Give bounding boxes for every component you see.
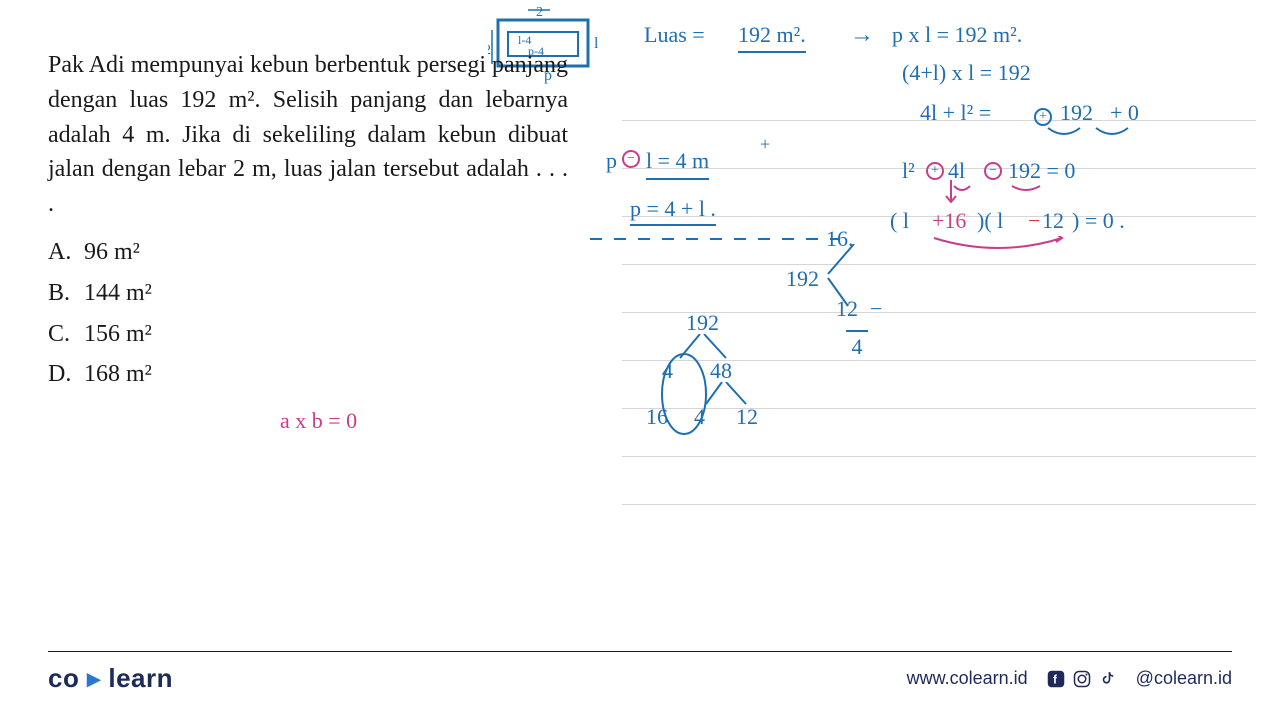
pink-down-arrow-icon bbox=[944, 180, 958, 210]
option-value: 144 m² bbox=[84, 273, 152, 314]
option-value: 156 m² bbox=[84, 314, 152, 355]
colearn-logo: co ▸ learn bbox=[48, 663, 173, 694]
social-icons: f bbox=[1046, 669, 1118, 689]
logo-learn: learn bbox=[108, 663, 173, 693]
option-letter: B. bbox=[48, 273, 84, 314]
pink-arc-icon bbox=[928, 236, 1078, 254]
oval-around-4s bbox=[654, 352, 716, 438]
diagram-l-label: l bbox=[594, 35, 599, 52]
work-area: Luas = 192 m². → p x l = 192 m². (4+l) x… bbox=[620, 0, 1280, 500]
options-list: A. 96 m² B. 144 m² C. 156 m² D. 168 m² bbox=[48, 232, 568, 395]
plus-above: + bbox=[760, 134, 770, 155]
substitution-2-plus0: + 0 bbox=[1110, 100, 1139, 126]
p-equals: p = 4 + l . bbox=[630, 196, 716, 226]
logo-co: co bbox=[48, 663, 79, 693]
option-value: 96 m² bbox=[84, 232, 140, 273]
option-letter: A. bbox=[48, 232, 84, 273]
option-value: 168 m² bbox=[84, 354, 152, 395]
factor-minus: − bbox=[1028, 208, 1040, 234]
substitution-2: 4l + l² = bbox=[920, 100, 991, 126]
problem-text: Pak Adi mempunyai kebun berbentuk perseg… bbox=[48, 48, 568, 222]
factor-close: ) = 0 . bbox=[1072, 208, 1125, 234]
instagram-icon bbox=[1072, 669, 1092, 689]
facebook-icon: f bbox=[1046, 669, 1066, 689]
factor-12: 12 bbox=[1042, 208, 1064, 234]
tree-192: 192 bbox=[686, 310, 719, 336]
option-d: D. 168 m² bbox=[48, 354, 568, 395]
option-a: A. 96 m² bbox=[48, 232, 568, 273]
footer-handle: @colearn.id bbox=[1136, 668, 1232, 689]
pink-note: a x b = 0 bbox=[280, 408, 357, 434]
logo-dot-icon: ▸ bbox=[79, 663, 108, 693]
arrow-icon: → bbox=[850, 22, 874, 49]
diagram-gap-2b: 2 bbox=[536, 6, 543, 20]
pink-ticks bbox=[948, 184, 1088, 196]
factor-open: ( l bbox=[890, 208, 909, 234]
tiktok-icon bbox=[1098, 669, 1118, 689]
circled-minus-icon: − bbox=[984, 162, 1002, 180]
branch-4: 4 bbox=[846, 330, 868, 360]
circled-minus-icon: − bbox=[622, 150, 640, 168]
option-c: C. 156 m² bbox=[48, 314, 568, 355]
branch-minus: − bbox=[870, 296, 882, 322]
footer-divider bbox=[48, 651, 1232, 652]
problem-block: Pak Adi mempunyai kebun berbentuk perseg… bbox=[48, 48, 568, 395]
substitution-2-rhs: 192 bbox=[1060, 100, 1093, 126]
dashed-divider bbox=[590, 234, 840, 244]
factor-mid: )( l bbox=[977, 208, 1003, 234]
branch-192: 192 bbox=[786, 266, 819, 292]
swap-arrows-icon bbox=[1044, 124, 1144, 142]
option-letter: C. bbox=[48, 314, 84, 355]
p-label: p bbox=[606, 148, 617, 174]
substitution-1: (4+l) x l = 192 bbox=[902, 60, 1031, 86]
footer-right: www.colearn.id f @colearn.id bbox=[907, 668, 1232, 689]
tree-12: 12 bbox=[736, 404, 758, 430]
branch-12: 12 bbox=[836, 296, 858, 322]
quad-l2: l² bbox=[902, 158, 915, 184]
factor-plus16: +16 bbox=[932, 208, 966, 234]
option-b: B. 144 m² bbox=[48, 273, 568, 314]
footer-url: www.colearn.id bbox=[907, 668, 1028, 689]
option-letter: D. bbox=[48, 354, 84, 395]
pxl-eq: p x l = 192 m². bbox=[892, 22, 1022, 48]
circled-plus-icon: + bbox=[926, 162, 944, 180]
p-minus-l: l = 4 m bbox=[646, 148, 709, 180]
footer: co ▸ learn www.colearn.id f @colearn.id bbox=[0, 663, 1280, 694]
luas-value: 192 m². bbox=[738, 22, 806, 53]
quad-192: 192 = 0 bbox=[1008, 158, 1075, 184]
struck-plus: + bbox=[1034, 100, 1052, 126]
luas-label: Luas = bbox=[644, 22, 705, 48]
